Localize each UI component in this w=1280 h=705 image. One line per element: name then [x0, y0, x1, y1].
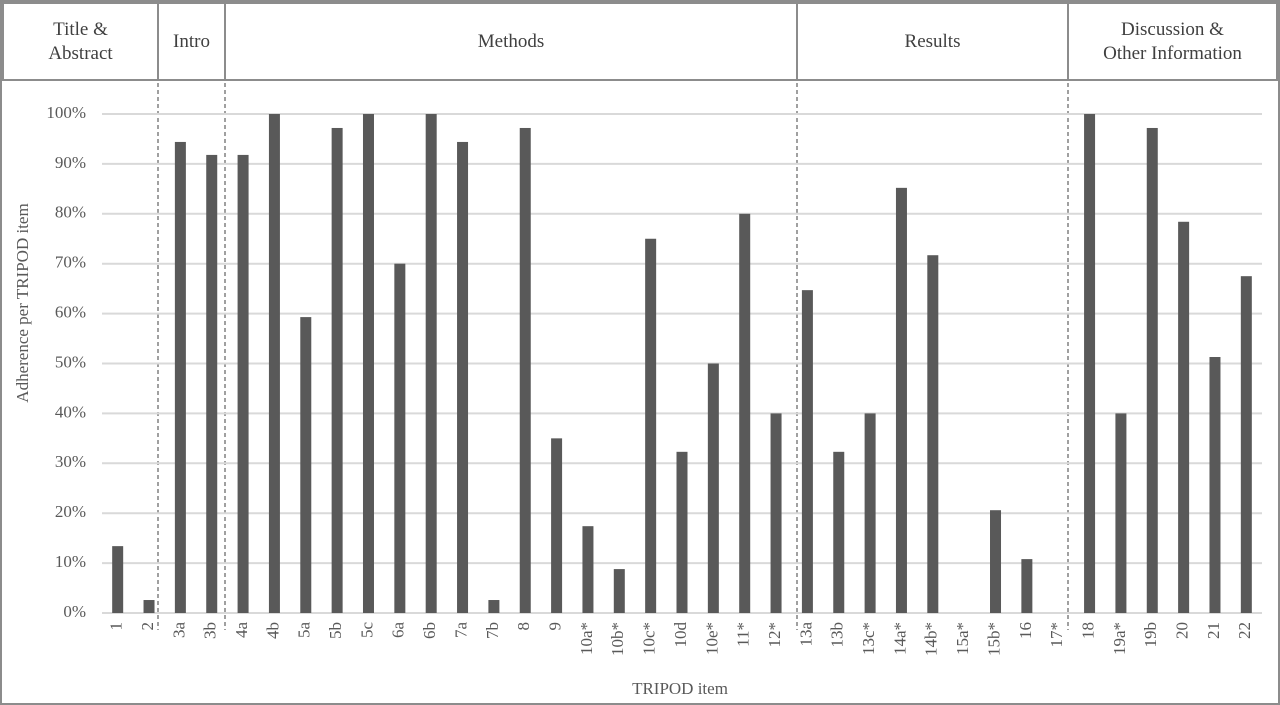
bar — [488, 600, 500, 613]
y-tick-label: 60% — [55, 303, 86, 322]
bar — [206, 154, 218, 613]
bar — [112, 546, 124, 613]
bar — [1240, 276, 1252, 613]
x-tick-label: 6b — [420, 622, 439, 639]
y-tick-label: 30% — [55, 452, 86, 471]
bar — [582, 526, 594, 613]
bar — [676, 451, 688, 613]
x-tick-label: 15b* — [984, 622, 1003, 656]
section-header: Intro — [157, 2, 226, 81]
bar — [362, 114, 374, 613]
x-tick-label: 13c* — [859, 622, 878, 655]
bar — [833, 451, 845, 613]
x-tick-label: 21 — [1204, 622, 1223, 639]
bar — [801, 290, 813, 613]
x-tick-label: 8 — [514, 622, 533, 631]
x-tick-label: 7b — [483, 622, 502, 639]
x-tick-label: 18 — [1078, 622, 1097, 639]
x-tick-label: 22 — [1235, 622, 1254, 639]
x-tick-label: 14b* — [922, 622, 941, 656]
bar — [1021, 559, 1033, 613]
bar — [457, 141, 469, 613]
bar — [770, 413, 782, 613]
x-tick-label: 2 — [138, 622, 157, 631]
x-tick-label: 10e* — [702, 622, 721, 655]
bar — [174, 141, 186, 613]
x-tick-label: 3b — [201, 622, 220, 639]
x-tick-label: 19a* — [1110, 622, 1129, 655]
x-tick-label: 9 — [546, 622, 565, 631]
bar — [895, 187, 907, 614]
bar — [551, 438, 563, 613]
bar — [331, 127, 343, 614]
bar — [519, 127, 531, 614]
bar — [1084, 114, 1096, 613]
bar — [143, 600, 155, 613]
x-tick-label: 7a — [451, 622, 470, 639]
y-tick-label: 50% — [55, 352, 86, 371]
y-tick-label: 10% — [55, 552, 86, 571]
x-tick-label: 5c — [357, 622, 376, 639]
x-tick-label: 5b — [326, 622, 345, 639]
x-tick-label: 4b — [263, 622, 282, 639]
bar — [1115, 413, 1127, 613]
x-tick-label: 10d — [671, 622, 690, 648]
section-header: Discussion & Other Information — [1067, 2, 1278, 81]
x-tick-label: 10c* — [640, 622, 659, 655]
section-header: Methods — [224, 2, 798, 81]
x-tick-label: 12* — [765, 622, 784, 648]
bar — [864, 413, 876, 613]
bar — [394, 263, 406, 613]
bar — [739, 213, 751, 614]
x-tick-label: 11* — [734, 622, 753, 647]
x-tick-label: 13a — [796, 622, 815, 647]
x-tick-label: 10b* — [608, 622, 627, 656]
x-tick-label: 14a* — [890, 622, 909, 655]
bar — [1146, 127, 1158, 614]
y-tick-label: 40% — [55, 402, 86, 421]
bar — [237, 154, 249, 613]
x-tick-label: 4a — [232, 622, 251, 639]
bar — [1178, 221, 1190, 613]
bar — [300, 317, 312, 613]
x-tick-label: 16 — [1016, 622, 1035, 639]
y-tick-label: 70% — [55, 253, 86, 272]
x-tick-label: 1 — [107, 622, 126, 631]
section-header: Title & Abstract — [2, 2, 159, 81]
bar — [268, 114, 280, 613]
x-tick-label: 19b — [1141, 622, 1160, 648]
bar — [927, 255, 939, 614]
bar — [613, 569, 625, 613]
x-tick-label: 3a — [169, 622, 188, 639]
section-dividers — [157, 83, 1069, 630]
y-tick-label: 100% — [46, 103, 86, 122]
y-tick-label: 80% — [55, 203, 86, 222]
y-tick-label: 0% — [63, 602, 86, 621]
x-tick-label: 6a — [389, 622, 408, 639]
y-tick-label: 90% — [55, 153, 86, 172]
x-tick-label: 10a* — [577, 622, 596, 655]
x-axis-title: TRIPOD item — [632, 679, 728, 698]
x-tick-label: 20 — [1173, 622, 1192, 639]
x-tick-label: 15a* — [953, 622, 972, 655]
bar — [645, 238, 657, 613]
x-tick-label: 5a — [295, 622, 314, 639]
y-axis-title: Adherence per TRIPOD item — [13, 203, 32, 402]
bar — [990, 510, 1002, 613]
y-tick-label: 20% — [55, 502, 86, 521]
section-header: Results — [796, 2, 1069, 81]
bar — [707, 363, 719, 613]
bar — [425, 114, 437, 613]
x-tick-label: 13b — [828, 622, 847, 648]
x-tick-label: 17* — [1047, 622, 1066, 648]
bar — [1209, 357, 1221, 613]
